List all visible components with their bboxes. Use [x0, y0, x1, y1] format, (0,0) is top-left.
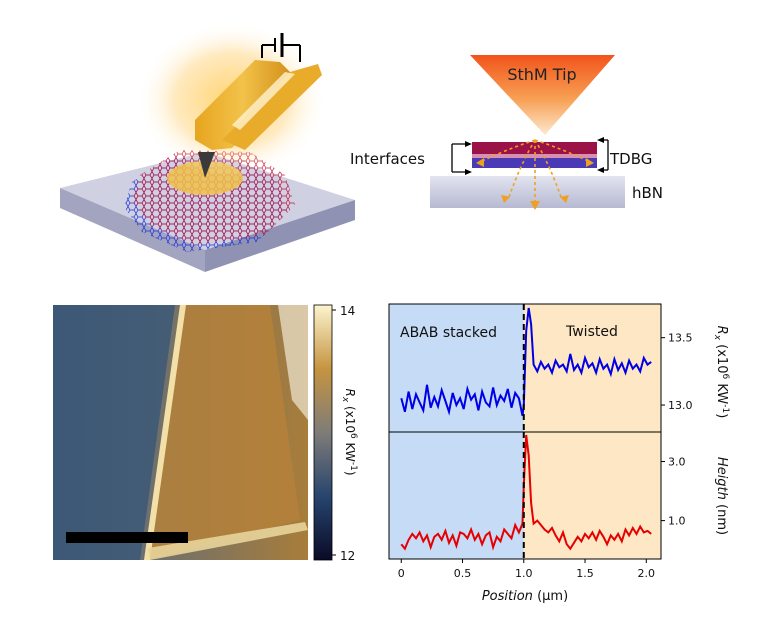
top-y-ticks: 13.5 13.0: [661, 332, 693, 412]
sthm-tip-cone: [470, 55, 615, 135]
tip-label: SthM Tip: [507, 65, 576, 84]
colorbar-gradient: [313, 304, 333, 561]
tdbg-middle-layer: [472, 154, 597, 158]
map-dark-left-region: [53, 305, 175, 560]
cantilever-tip: [198, 152, 215, 178]
thermal-map: [53, 305, 308, 560]
bottom-y-tick-label: 3.0: [668, 456, 686, 469]
schematic-right: SthM Tip: [350, 55, 663, 210]
bottom-y-tick-label: 1.0: [668, 515, 686, 528]
interfaces-label: Interfaces: [350, 150, 425, 168]
region-left-label: ABAB stacked: [400, 325, 497, 341]
colorbar-min-label: 12: [340, 549, 355, 563]
tdbg-label: TDBG: [609, 150, 652, 168]
height-series-line: [400, 434, 652, 551]
hbn-label: hBN: [632, 184, 663, 202]
substrate-right-side: [205, 200, 355, 272]
bottom-y-ticks: 3.0 1.0: [661, 456, 686, 528]
top-panel-left-region: [389, 304, 524, 432]
cantilever-slot: [232, 72, 295, 130]
scale-bar: [66, 532, 188, 543]
map-bright-edge: [144, 305, 186, 560]
region-right-label: Twisted: [565, 324, 618, 340]
x-tick-label: 0.5: [454, 567, 472, 580]
x-axis-label: Position (μm): [482, 589, 568, 604]
tdbg-bottom-layer: [472, 158, 597, 168]
bottom-panel-right-region: [523, 432, 661, 559]
cantilever: [195, 60, 290, 150]
top-y-tick-label: 13.5: [668, 332, 693, 345]
hbn-block: [430, 176, 625, 208]
heat-flow-arrows: [479, 139, 591, 205]
bracket-arrowheads: [465, 137, 604, 175]
bottom-y-axis-label: Heigth (nm): [714, 457, 729, 535]
x-tick-label: 0: [398, 567, 405, 580]
line-plots: ABAB stacked Twisted 13.5 13.0 3.0 1.0 0 0.…: [388, 303, 730, 604]
colorbar: 14 12 Rx (x106 KW-1): [313, 304, 358, 563]
map-right-texture: [278, 305, 308, 420]
heat-arrowheads: [476, 158, 594, 210]
substrate-left-side: [60, 188, 205, 272]
schematic-left: [60, 22, 355, 272]
bottom-panel-frame: [388, 431, 662, 560]
map-bright-flake: [148, 305, 300, 560]
top-y-axis-label: Rx (x106 KW-1): [712, 326, 730, 419]
x-tick-label: 1.5: [576, 567, 594, 580]
colorbar-axis-label: Rx (x106 KW-1): [340, 388, 358, 475]
cantilever-arm-right: [222, 64, 322, 150]
bottom-x-ticks: 0 0.5 1.0 1.5 2.0: [398, 559, 655, 580]
battery-icon: [261, 33, 301, 62]
colorbar-max-label: 14: [340, 304, 355, 318]
map-bottom-edge: [148, 522, 308, 560]
top-y-tick-label: 13.0: [668, 399, 693, 412]
x-tick-label: 1.0: [515, 567, 533, 580]
x-tick-label: 2.0: [638, 567, 656, 580]
rx-series-line: [400, 307, 652, 417]
